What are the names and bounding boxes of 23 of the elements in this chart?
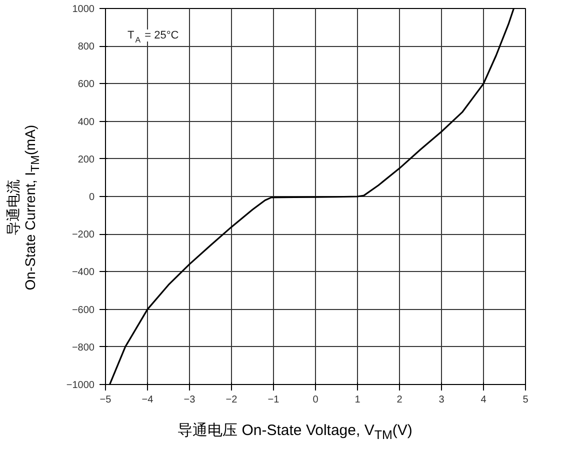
x-tick-label: 2 <box>396 394 403 406</box>
x-tick-label: −5 <box>100 394 112 406</box>
y-tick-label: 200 <box>78 154 95 166</box>
y-tick-label: −1000 <box>66 380 95 391</box>
x-tick-label: −3 <box>184 394 196 406</box>
y-tick-label: 400 <box>78 116 95 128</box>
x-tick-label: −2 <box>226 394 238 406</box>
x-tick-label: 4 <box>480 394 487 406</box>
y-tick-label: −800 <box>72 342 95 354</box>
y-tick-label: 600 <box>78 79 95 90</box>
x-axis-title: 导通电压 On-State Voltage, V$_{TM}$(V) <box>178 421 412 444</box>
x-tick-label: 0 <box>312 394 319 406</box>
y-tick-label: 800 <box>78 42 95 53</box>
y-tick-label: 1000 <box>72 4 95 15</box>
y-tick-label: −600 <box>72 304 95 316</box>
y-tick-label: −400 <box>72 267 95 278</box>
x-tick-label: 5 <box>522 394 529 406</box>
y-tick-label: −200 <box>72 230 95 241</box>
x-tick-label: 1 <box>354 394 361 406</box>
y-tick-label: 0 <box>88 192 95 203</box>
x-tick-label: −4 <box>142 394 154 406</box>
x-tick-label: −1 <box>268 394 280 406</box>
x-tick-label: 3 <box>438 394 445 406</box>
